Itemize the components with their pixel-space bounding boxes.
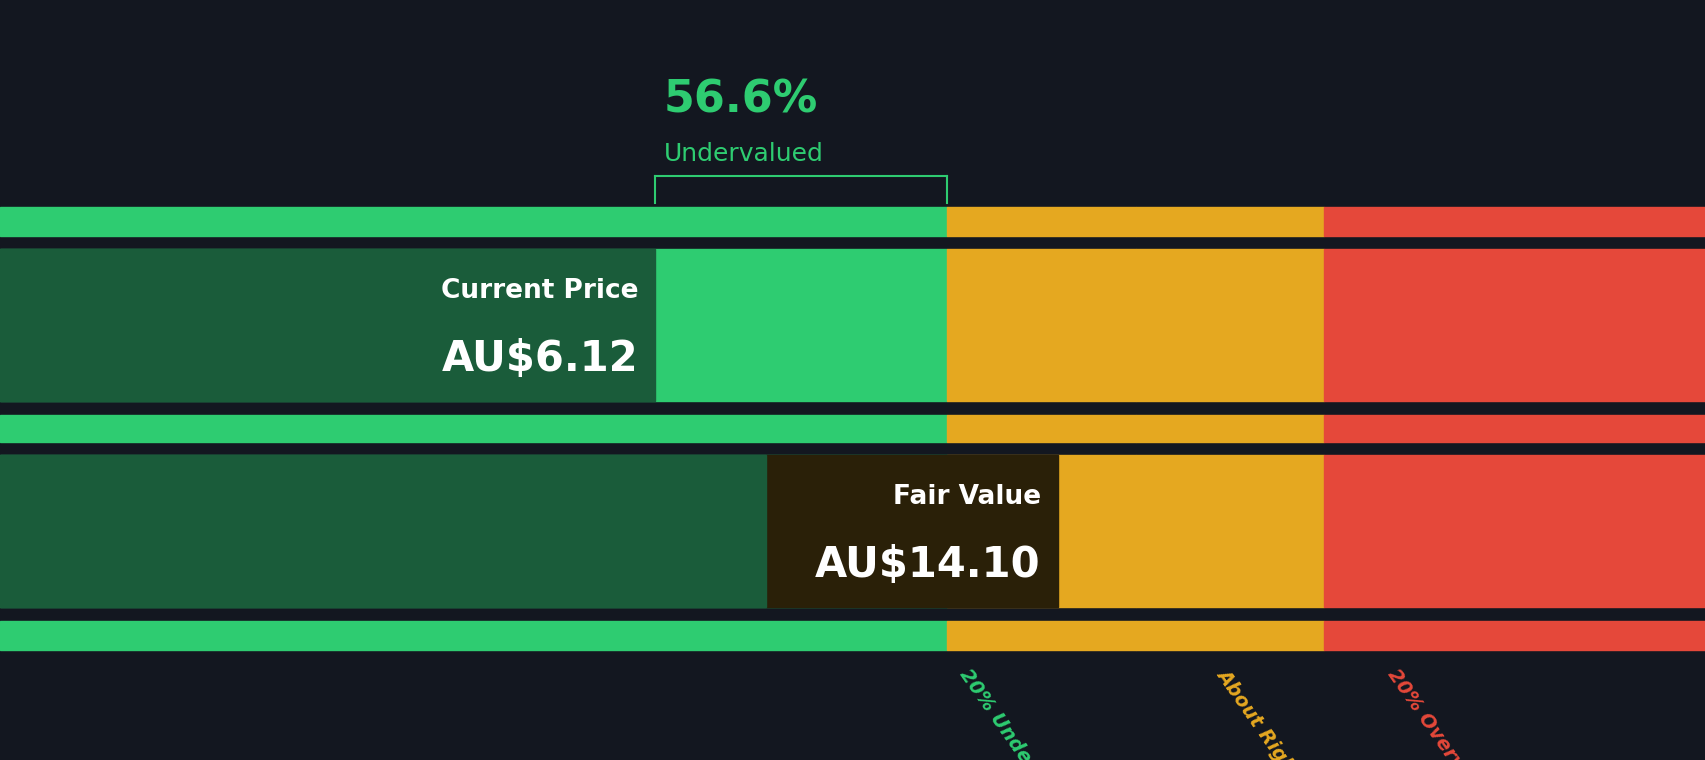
Bar xyxy=(946,621,1136,650)
Bar xyxy=(0,415,946,442)
Text: Undervalued: Undervalued xyxy=(663,141,824,166)
Bar xyxy=(1136,207,1323,236)
Bar xyxy=(1136,249,1323,401)
Bar xyxy=(0,455,946,607)
Bar xyxy=(946,455,1136,607)
Text: About Right: About Right xyxy=(1212,665,1303,760)
Bar xyxy=(1136,455,1323,607)
Text: AU$6.12: AU$6.12 xyxy=(442,338,638,381)
Bar xyxy=(946,415,1136,442)
Bar xyxy=(1323,207,1705,236)
Text: 20% Overvalued: 20% Overvalued xyxy=(1383,665,1500,760)
Bar xyxy=(766,455,1057,607)
Text: AU$14.10: AU$14.10 xyxy=(815,544,1040,587)
Bar xyxy=(1323,415,1705,442)
Bar xyxy=(1323,249,1705,401)
Bar xyxy=(1136,621,1323,650)
Bar xyxy=(0,207,946,236)
Bar xyxy=(0,249,655,401)
Bar xyxy=(946,249,1136,401)
Text: 56.6%: 56.6% xyxy=(663,79,817,122)
Text: Current Price: Current Price xyxy=(440,278,638,304)
Text: Fair Value: Fair Value xyxy=(892,484,1040,510)
Text: 20% Undervalued: 20% Undervalued xyxy=(955,665,1081,760)
Bar xyxy=(1323,621,1705,650)
Bar xyxy=(1136,415,1323,442)
Bar xyxy=(0,621,946,650)
Bar xyxy=(0,249,946,401)
Bar xyxy=(0,455,766,607)
Bar xyxy=(1323,455,1705,607)
Bar xyxy=(946,207,1136,236)
